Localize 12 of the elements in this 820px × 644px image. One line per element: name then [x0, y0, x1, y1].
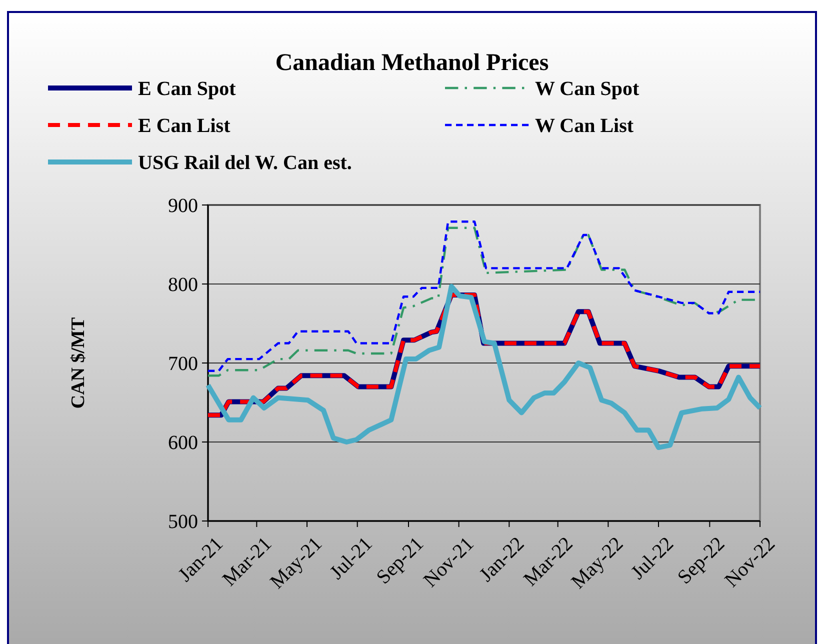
y-tick-label: 600	[168, 432, 198, 454]
y-tick-label: 900	[168, 195, 198, 217]
chart-title: Canadian Methanol Prices	[275, 50, 549, 76]
legend-label: W Can Spot	[535, 78, 640, 100]
legend-label: E Can Spot	[138, 78, 236, 100]
legend-label: E Can List	[138, 115, 231, 137]
y-axis-title: CAN $/MT	[68, 317, 89, 409]
y-tick-label: 800	[168, 274, 198, 296]
legend-label: USG Rail del W. Can est.	[138, 152, 352, 174]
legend-label: W Can List	[535, 115, 634, 137]
y-tick-label: 700	[168, 353, 198, 375]
y-tick-label: 500	[168, 511, 198, 533]
